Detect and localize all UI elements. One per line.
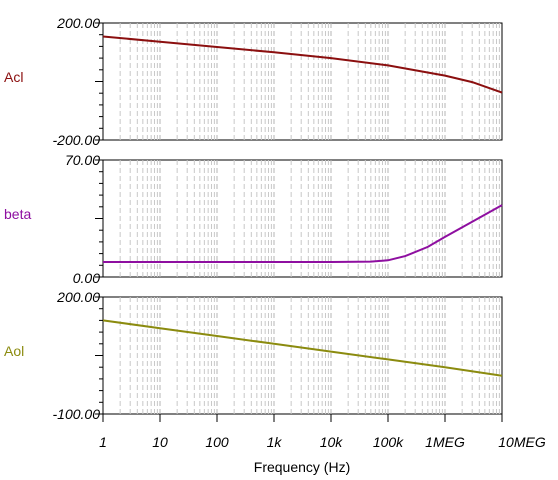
- grid-lines: [119, 23, 500, 414]
- x-tick-labels: 1 10 100 1k 10k 100k 1MEG 10MEG: [99, 434, 546, 450]
- x-tick-label: 1k: [267, 434, 283, 450]
- aol-panel-frame: [102, 296, 503, 415]
- aol-series-label: Aol: [4, 343, 24, 359]
- aol-ymin-label: -100.00: [53, 406, 101, 422]
- beta-series-label: beta: [4, 206, 31, 222]
- beta-panel-frame: [102, 159, 503, 278]
- x-tick-label: 100k: [373, 434, 404, 450]
- x-tick-label: 10: [152, 434, 168, 450]
- x-tick-label: 10k: [320, 434, 344, 450]
- x-tick-label: 10MEG: [498, 434, 546, 450]
- x-tick-label: 100: [205, 434, 229, 450]
- acl-ymin-label: -200.00: [53, 132, 101, 148]
- x-tick-label: 1MEG: [425, 434, 465, 450]
- aol-ymax-label: 200.00: [56, 289, 100, 305]
- x-axis-title: Frequency (Hz): [254, 459, 350, 475]
- beta-curve: [103, 204, 503, 263]
- axis-ticks: [95, 22, 503, 422]
- x-tick-label: 1: [99, 434, 107, 450]
- aol-curve: [102, 319, 503, 377]
- acl-series-label: Acl: [4, 69, 23, 85]
- beta-ymax-label: 70.00: [65, 152, 100, 168]
- curves: [102, 35, 503, 377]
- acl-curve: [102, 35, 503, 94]
- beta-ymin-label: 0.00: [73, 270, 100, 286]
- acl-ymax-label: 200.00: [56, 15, 100, 31]
